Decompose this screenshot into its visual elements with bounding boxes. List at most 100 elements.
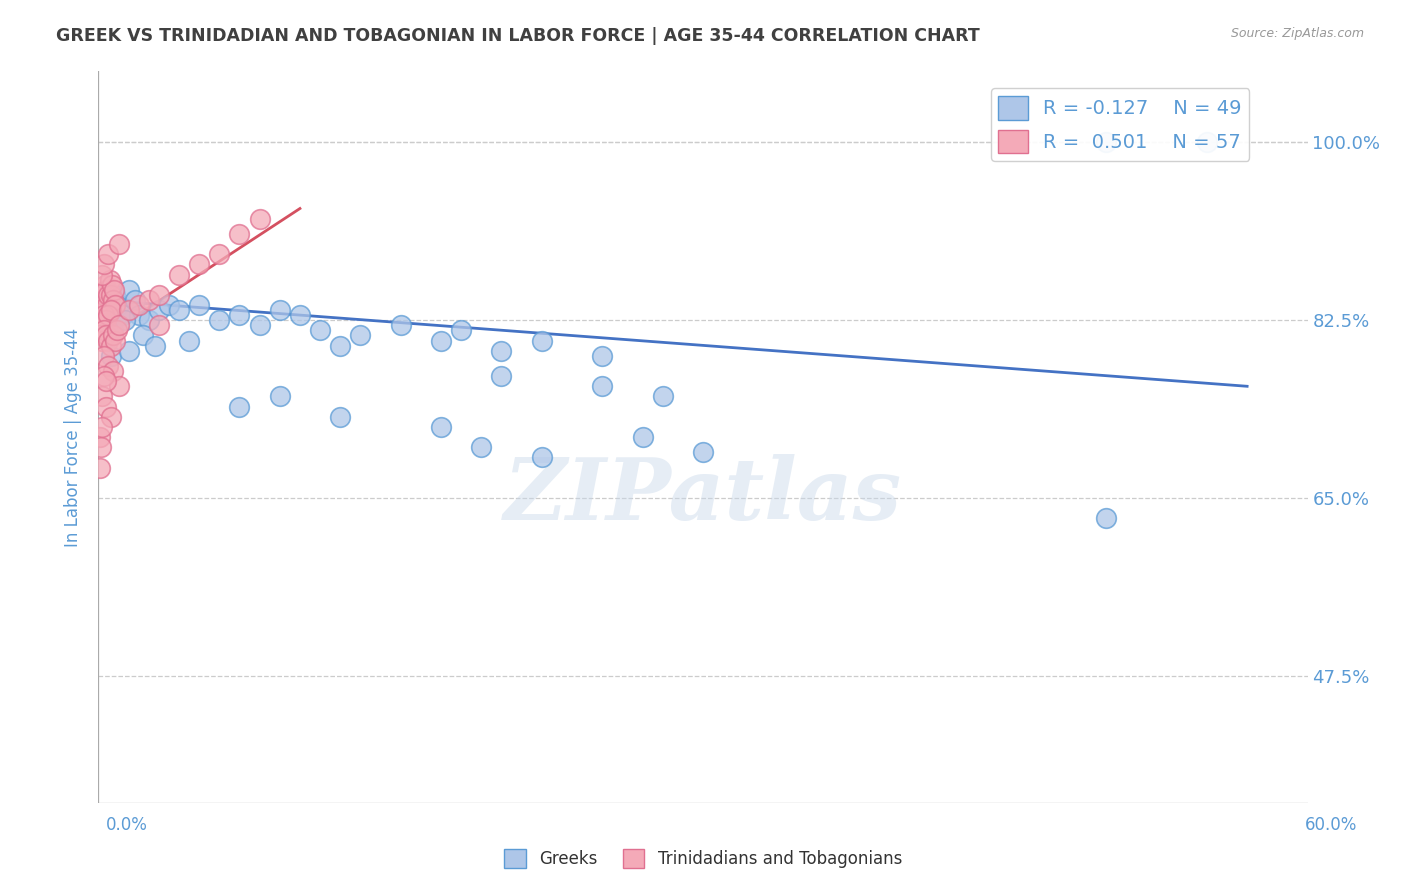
Point bbox=[107, 379, 129, 393]
Point bbox=[148, 303, 170, 318]
Point bbox=[96, 328, 118, 343]
Point bbox=[93, 323, 115, 337]
Point bbox=[329, 339, 352, 353]
Text: 60.0%: 60.0% bbox=[1305, 816, 1357, 834]
Point bbox=[93, 293, 115, 307]
Point bbox=[96, 283, 118, 297]
Point bbox=[118, 283, 141, 297]
Point bbox=[491, 369, 513, 384]
Point bbox=[128, 298, 150, 312]
Point bbox=[94, 277, 117, 292]
Point bbox=[111, 308, 134, 322]
Point bbox=[93, 369, 115, 384]
Point bbox=[100, 277, 122, 292]
Point bbox=[188, 257, 211, 271]
Point bbox=[97, 308, 120, 322]
Point bbox=[530, 334, 553, 348]
Point bbox=[118, 343, 141, 358]
Point bbox=[101, 328, 124, 343]
Point bbox=[148, 318, 170, 333]
Point bbox=[228, 227, 250, 241]
Legend: Greeks, Trinidadians and Tobagonians: Greeks, Trinidadians and Tobagonians bbox=[498, 843, 908, 875]
Point bbox=[103, 288, 125, 302]
Point bbox=[138, 313, 160, 327]
Point bbox=[97, 359, 120, 373]
Point bbox=[148, 288, 170, 302]
Point bbox=[167, 268, 190, 282]
Point bbox=[89, 460, 111, 475]
Point bbox=[107, 298, 129, 312]
Text: ZIPatlas: ZIPatlas bbox=[503, 454, 903, 537]
Point bbox=[89, 430, 111, 444]
Point bbox=[107, 318, 129, 333]
Point bbox=[93, 288, 115, 302]
Point bbox=[97, 247, 120, 261]
Point bbox=[97, 288, 120, 302]
Point bbox=[591, 379, 613, 393]
Point bbox=[91, 420, 114, 434]
Point bbox=[96, 313, 118, 327]
Point bbox=[100, 303, 122, 318]
Point bbox=[430, 334, 453, 348]
Point bbox=[103, 298, 125, 312]
Point bbox=[692, 445, 714, 459]
Point bbox=[98, 272, 121, 286]
Point bbox=[103, 334, 125, 348]
Point bbox=[167, 303, 190, 318]
Point bbox=[349, 328, 371, 343]
Point bbox=[651, 389, 673, 403]
Legend: R = -0.127    N = 49, R =  0.501    N = 57: R = -0.127 N = 49, R = 0.501 N = 57 bbox=[991, 88, 1250, 161]
Point bbox=[103, 283, 125, 297]
Point bbox=[96, 298, 118, 312]
Point bbox=[96, 400, 118, 414]
Point bbox=[101, 364, 124, 378]
Point bbox=[93, 257, 115, 271]
Text: GREEK VS TRINIDADIAN AND TOBAGONIAN IN LABOR FORCE | AGE 35-44 CORRELATION CHART: GREEK VS TRINIDADIAN AND TOBAGONIAN IN L… bbox=[56, 27, 980, 45]
Point bbox=[114, 313, 136, 327]
Point bbox=[97, 334, 120, 348]
Point bbox=[208, 313, 231, 327]
Point bbox=[530, 450, 553, 465]
Point bbox=[249, 318, 271, 333]
Text: 0.0%: 0.0% bbox=[105, 816, 148, 834]
Point bbox=[91, 318, 114, 333]
Point bbox=[143, 339, 166, 353]
Point bbox=[101, 293, 124, 307]
Point bbox=[188, 298, 211, 312]
Point bbox=[118, 303, 141, 318]
Point bbox=[91, 389, 114, 403]
Point bbox=[97, 293, 120, 307]
Point bbox=[100, 339, 122, 353]
Point bbox=[157, 298, 180, 312]
Point bbox=[101, 323, 124, 337]
Point bbox=[179, 334, 201, 348]
Point bbox=[107, 237, 129, 252]
Point bbox=[96, 318, 118, 333]
Point bbox=[132, 328, 155, 343]
Point bbox=[228, 308, 250, 322]
Point bbox=[269, 303, 291, 318]
Point bbox=[100, 349, 122, 363]
Point bbox=[309, 323, 332, 337]
Point bbox=[105, 323, 128, 337]
Point bbox=[91, 334, 114, 348]
Point bbox=[89, 303, 111, 318]
Point bbox=[90, 298, 112, 312]
Point bbox=[124, 293, 146, 307]
Point bbox=[93, 349, 115, 363]
Point bbox=[91, 268, 114, 282]
Point bbox=[90, 440, 112, 454]
Point bbox=[329, 409, 352, 424]
Point bbox=[389, 318, 412, 333]
Point bbox=[100, 409, 122, 424]
Point bbox=[93, 303, 115, 318]
Point bbox=[249, 211, 271, 226]
Point bbox=[228, 400, 250, 414]
Point bbox=[100, 288, 122, 302]
Point bbox=[89, 328, 111, 343]
Point bbox=[91, 308, 114, 322]
Point bbox=[591, 349, 613, 363]
Point bbox=[269, 389, 291, 403]
Point bbox=[208, 247, 231, 261]
Point bbox=[138, 293, 160, 307]
